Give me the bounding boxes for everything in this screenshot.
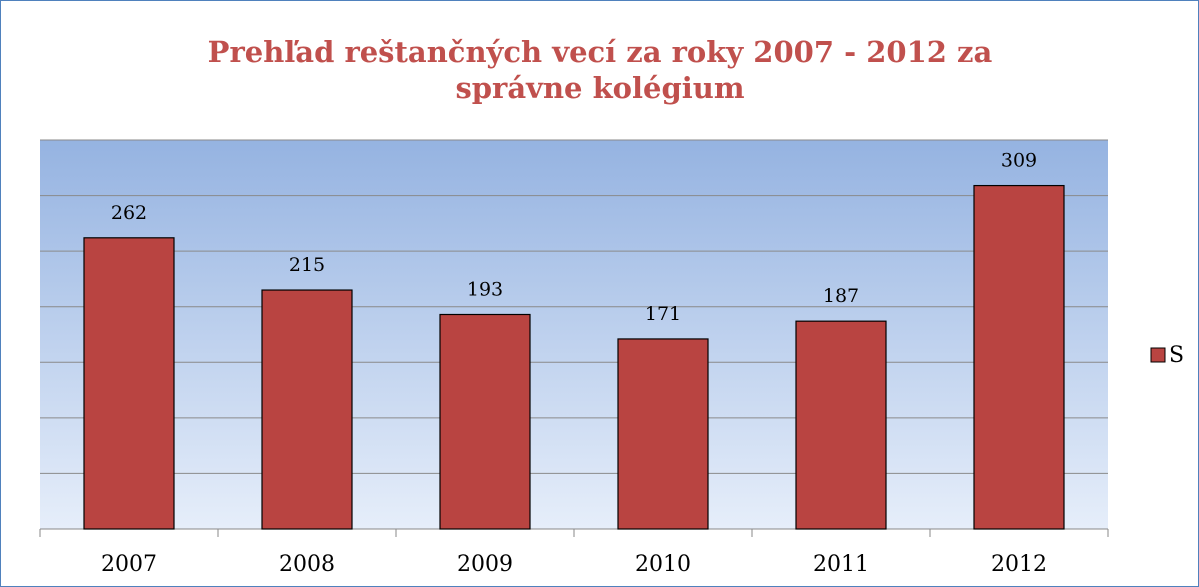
x-tick-label: 2008	[279, 552, 335, 577]
x-tick-label: 2007	[101, 552, 157, 577]
legend-swatch	[1150, 347, 1166, 363]
bar	[973, 184, 1065, 530]
x-tick-label: 2012	[991, 552, 1047, 577]
bar	[617, 338, 709, 530]
plot-area	[40, 140, 1108, 529]
x-tick-label: 2011	[813, 552, 869, 577]
x-tick-label: 2010	[635, 552, 691, 577]
data-label: 171	[645, 303, 681, 325]
data-label: 215	[289, 254, 325, 276]
x-tick-label: 2009	[457, 552, 513, 577]
bar	[795, 320, 887, 530]
bar	[439, 313, 531, 530]
bar	[83, 237, 175, 530]
data-label: 309	[1001, 150, 1037, 172]
chart-title: Prehľad reštančných vecí za roky 2007 - …	[207, 35, 993, 105]
data-label: 262	[111, 202, 147, 224]
bar	[261, 289, 353, 530]
data-label: 187	[823, 285, 859, 307]
data-label: 193	[467, 278, 503, 300]
legend-label: S	[1169, 343, 1184, 368]
